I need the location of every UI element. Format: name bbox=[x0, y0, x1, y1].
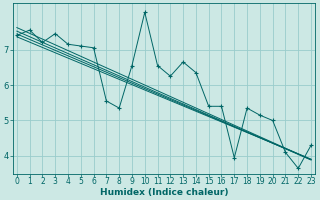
X-axis label: Humidex (Indice chaleur): Humidex (Indice chaleur) bbox=[100, 188, 228, 197]
